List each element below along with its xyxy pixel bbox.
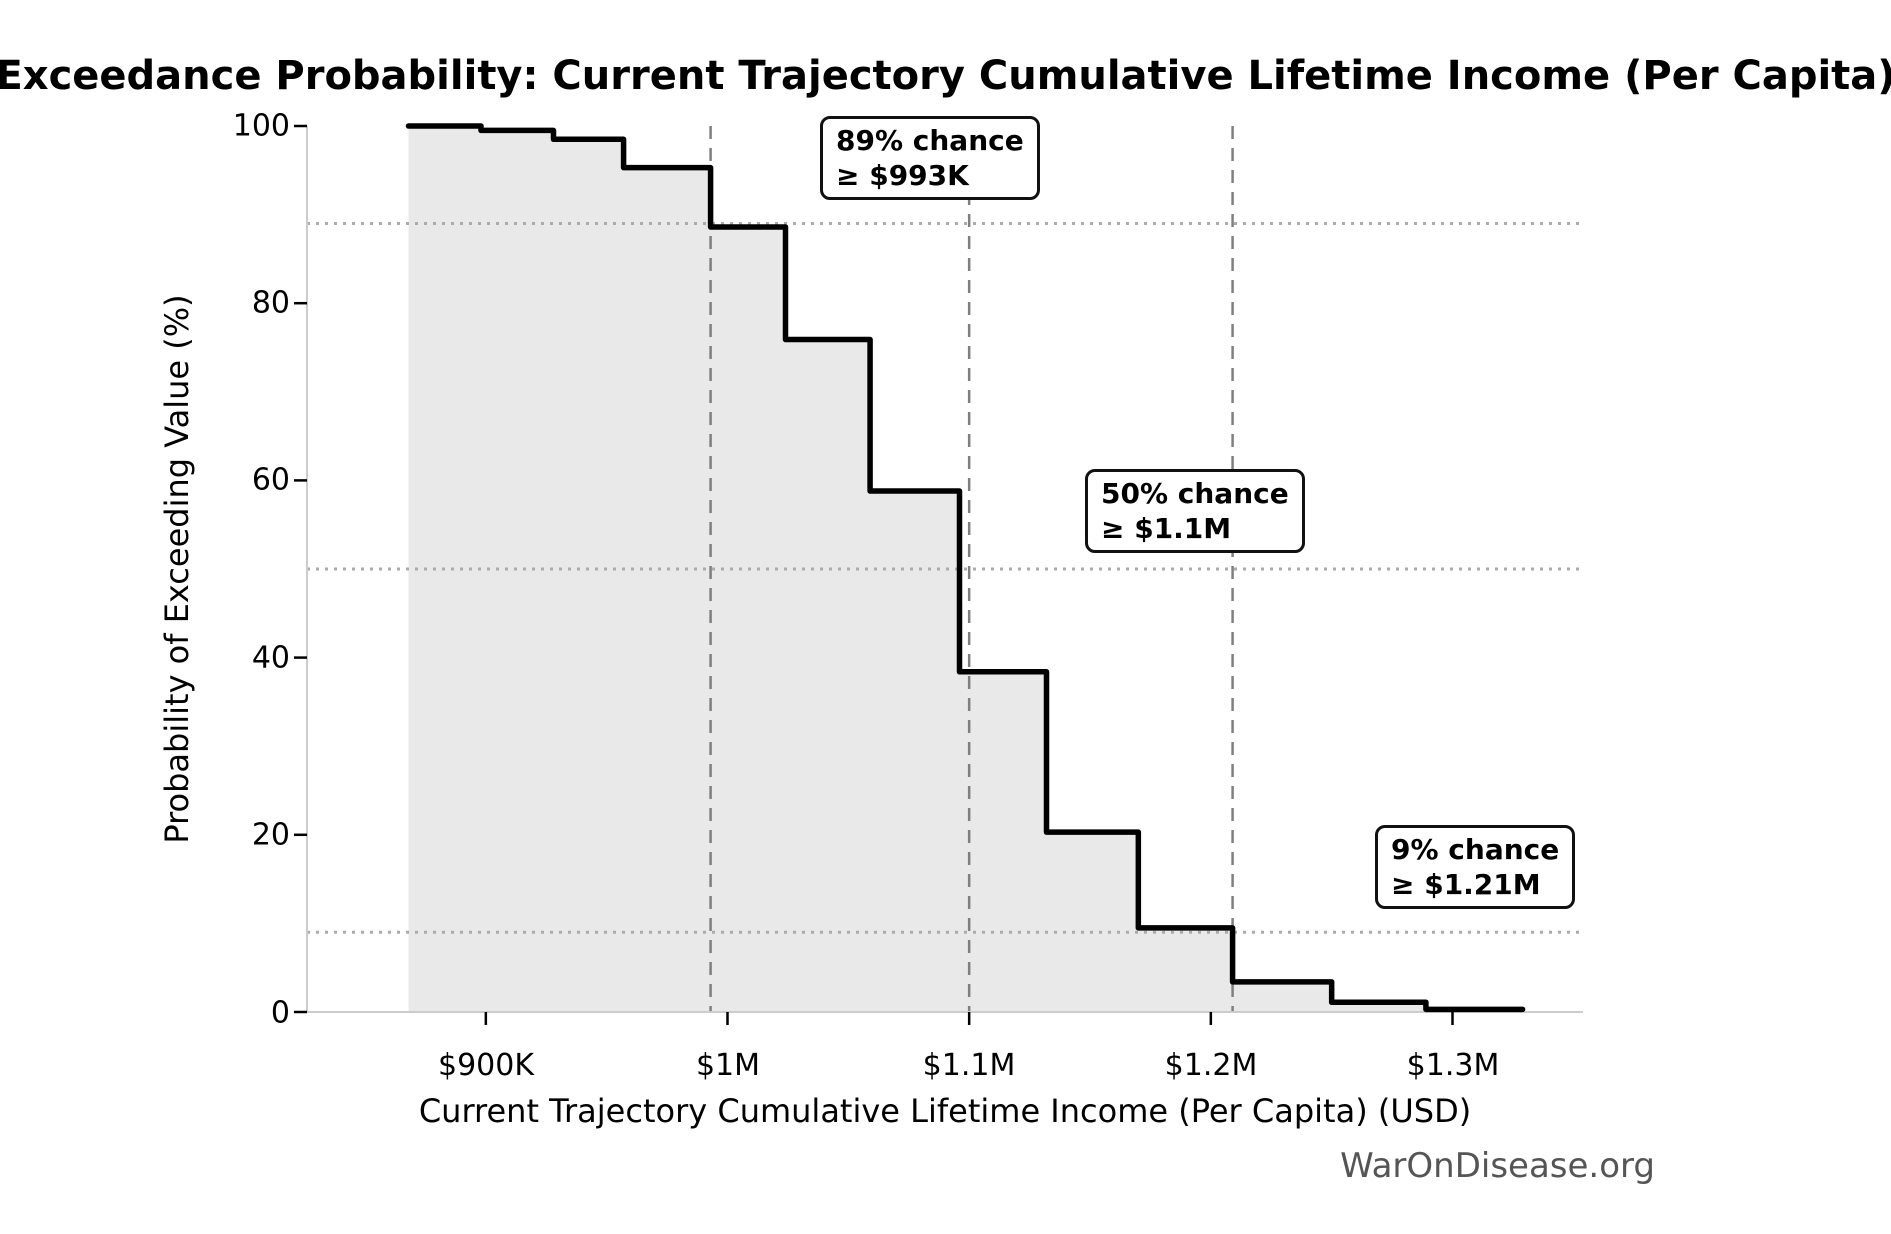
- x-axis-label: Current Trajectory Cumulative Lifetime I…: [418, 1092, 1472, 1130]
- annotation-9pct: 9% chance ≥ $1.21M: [1375, 825, 1576, 909]
- watermark-warondisease: WarOnDisease.org: [1340, 1146, 1655, 1186]
- xtick-1-2m: $1.2M: [1164, 1048, 1258, 1083]
- ytick-60: 60: [251, 462, 290, 498]
- annotation-9pct-line1: 9% chance: [1391, 833, 1560, 866]
- curve-fill-area: [408, 126, 1523, 1012]
- annotation-9pct-line2: ≥ $1.21M: [1391, 868, 1541, 901]
- annotation-89pct-line2: ≥ $993K: [836, 159, 969, 192]
- ytick-0: 0: [270, 995, 290, 1031]
- annotation-89pct: 89% chance ≥ $993K: [820, 116, 1040, 200]
- ytick-40: 40: [251, 640, 290, 676]
- xtick-1m: $1M: [695, 1048, 761, 1083]
- ytick-80: 80: [251, 285, 290, 321]
- exceedance-curve: [405, 123, 1526, 1013]
- annotation-50pct-line2: ≥ $1.1M: [1101, 512, 1232, 545]
- annotation-50pct: 50% chance ≥ $1.1M: [1085, 469, 1305, 553]
- annotation-50pct-line1: 50% chance: [1101, 477, 1289, 510]
- xtick-1-1m: $1.1M: [922, 1048, 1016, 1083]
- chart-title: Exceedance Probability: Current Trajecto…: [0, 53, 1891, 99]
- ytick-20: 20: [251, 817, 290, 853]
- xtick-1-3m: $1.3M: [1406, 1048, 1500, 1083]
- xtick-900k: $900K: [437, 1048, 535, 1083]
- annotation-89pct-line1: 89% chance: [836, 124, 1024, 157]
- ytick-100: 100: [232, 108, 290, 144]
- y-axis-label: Probability of Exceeding Value (%): [158, 294, 196, 844]
